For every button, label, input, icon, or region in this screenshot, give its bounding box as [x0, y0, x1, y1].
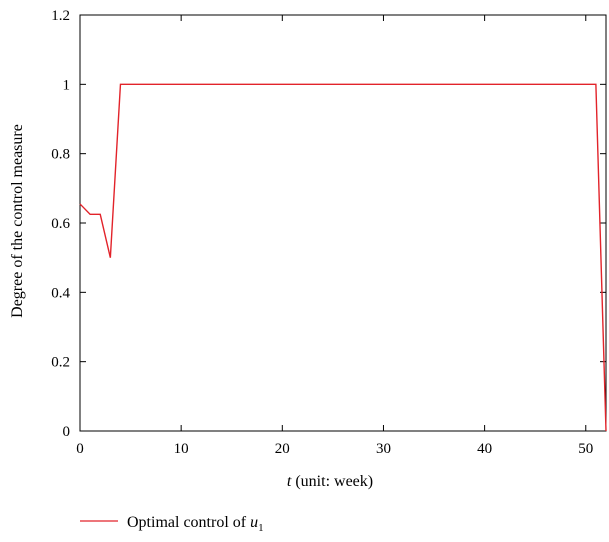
x-axis-label-unit: (unit: week)	[291, 473, 373, 490]
legend-label-subscript: 1	[258, 522, 264, 534]
x-axis-ticks: 0 10 20 30 40 50	[76, 15, 593, 457]
x-tick-label: 10	[174, 441, 189, 457]
legend-label-prefix: Optimal control of	[127, 514, 250, 531]
legend-label-variable: u	[250, 514, 258, 531]
series-line-u1	[79, 83, 607, 432]
x-tick-label: 40	[477, 441, 492, 457]
y-tick-label: 1.2	[51, 8, 70, 24]
x-tick-label: 30	[376, 441, 391, 457]
y-tick-label: 0.6	[51, 216, 70, 232]
x-tick-label: 0	[76, 441, 84, 457]
y-tick-label: 0.4	[51, 285, 70, 301]
legend-label-u1: Optimal control of u1	[127, 514, 264, 534]
x-axis-label-variable: t	[287, 473, 292, 490]
y-tick-label: 0	[63, 424, 71, 440]
x-tick-label: 50	[578, 441, 593, 457]
y-tick-label: 0.2	[51, 355, 70, 371]
y-tick-label: 0.8	[51, 147, 70, 163]
x-tick-label: 20	[275, 441, 290, 457]
series-layer	[79, 83, 607, 432]
plot-border	[79, 14, 607, 432]
y-axis-ticks: 0 0.2 0.4 0.6 0.8 1 1.2	[51, 8, 606, 440]
legend: Optimal control of u1	[80, 514, 264, 534]
plot-frame	[79, 14, 607, 432]
y-tick-label: 1	[63, 77, 71, 93]
y-axis-label: Degree of the control measure	[9, 124, 26, 318]
x-axis-label: t (unit: week)	[287, 473, 373, 490]
